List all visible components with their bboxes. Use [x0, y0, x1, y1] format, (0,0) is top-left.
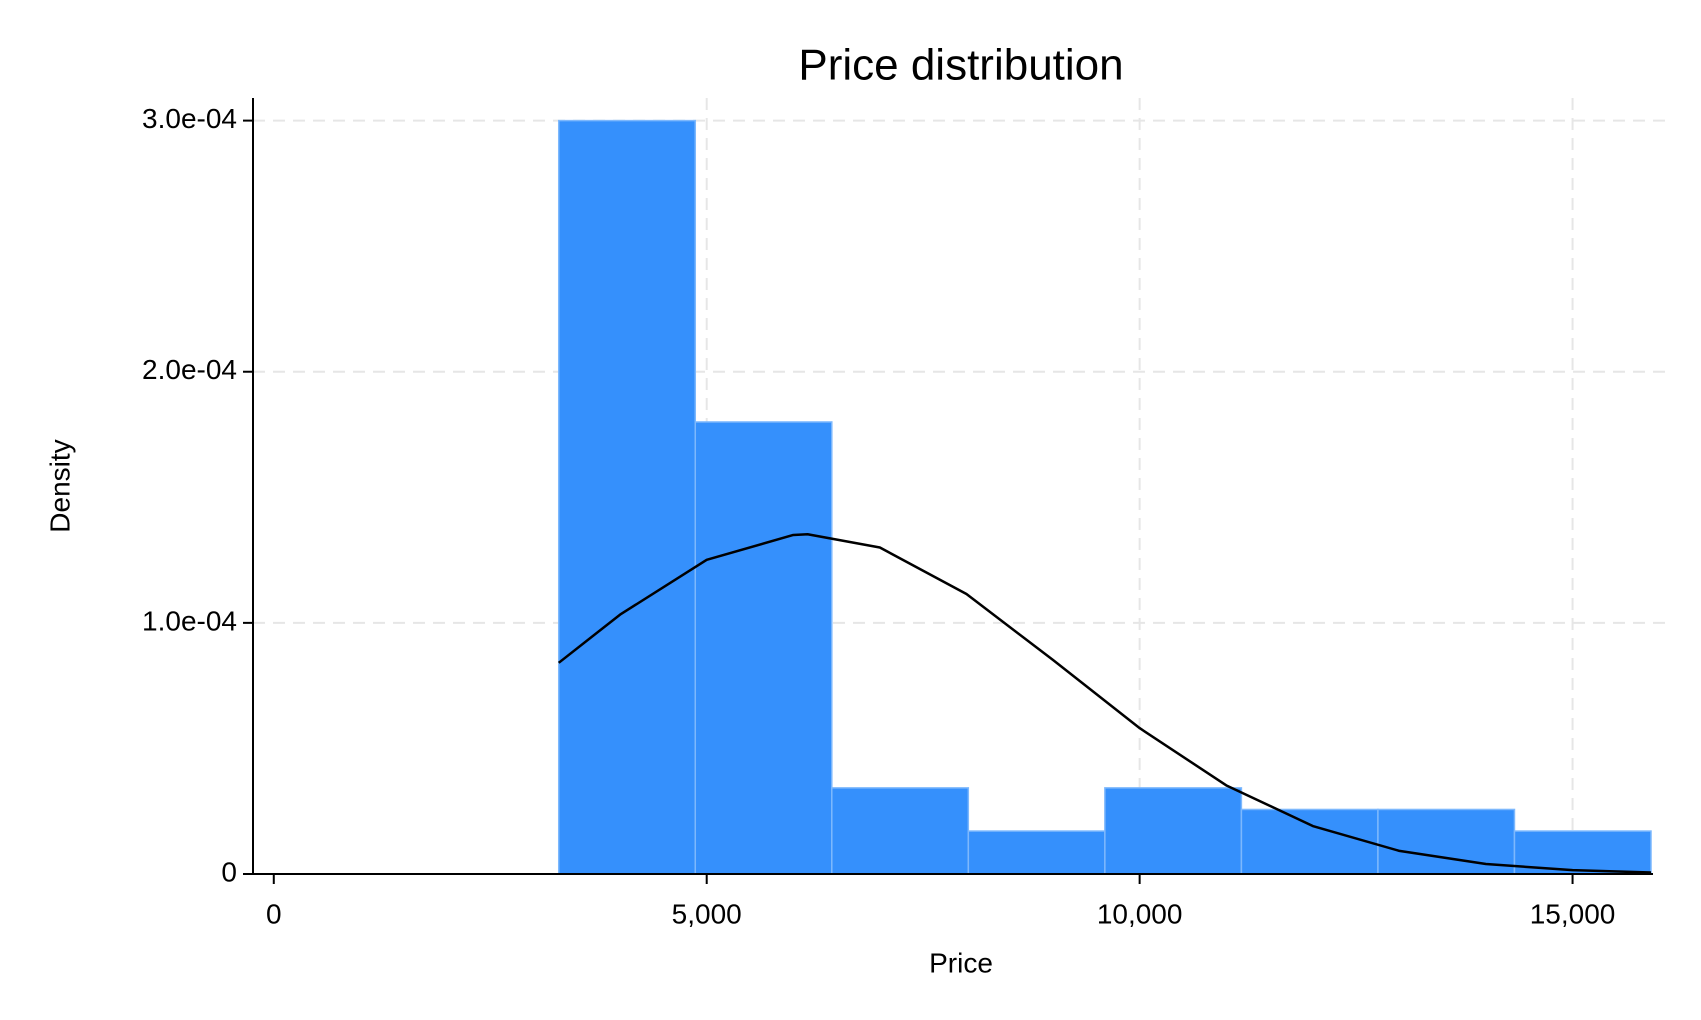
bar [1240, 808, 1379, 875]
y-tick-label: 0 [221, 856, 237, 887]
y-tick-label: 3.0e-04 [142, 103, 237, 134]
bar [557, 119, 697, 875]
x-axis-title: Price [929, 947, 993, 978]
bar [694, 421, 833, 875]
bar [831, 787, 970, 875]
x-tick-label: 0 [266, 898, 282, 929]
density-curve [557, 532, 1652, 874]
y-axis-title: Density [44, 439, 75, 532]
bar [1104, 787, 1243, 875]
y-tick-label: 2.0e-04 [142, 354, 237, 385]
x-tick-label: 5,000 [672, 898, 742, 929]
bar [967, 830, 1106, 875]
chart-title: Price distribution [798, 41, 1123, 90]
x-tick-label: 10,000 [1097, 898, 1183, 929]
y-tick-label: 1.0e-04 [142, 605, 237, 636]
x-tick-label: 15,000 [1530, 898, 1616, 929]
